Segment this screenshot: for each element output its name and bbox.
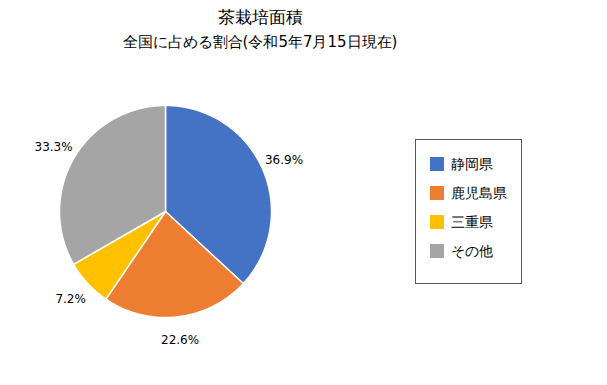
html-text:茶栽培面積: 茶栽培面積 bbox=[217, 7, 303, 27]
svg-text:36.9%: 36.9% bbox=[265, 153, 303, 167]
html-text:鹿児島県: 鹿児島県 bbox=[451, 184, 507, 201]
html-text:三重県: 三重県 bbox=[451, 213, 493, 230]
html-text:静岡県: 静岡県 bbox=[451, 155, 493, 172]
html-text:その他: その他 bbox=[451, 242, 493, 259]
svg-text:7.2%: 7.2% bbox=[55, 292, 86, 306]
html-text:全国に占める割合(令和5年7月15日現在): 全国に占める割合(令和5年7月15日現在) bbox=[122, 33, 398, 51]
svg-text:33.3%: 33.3% bbox=[35, 140, 73, 154]
svg-text:22.6%: 22.6% bbox=[161, 333, 199, 347]
